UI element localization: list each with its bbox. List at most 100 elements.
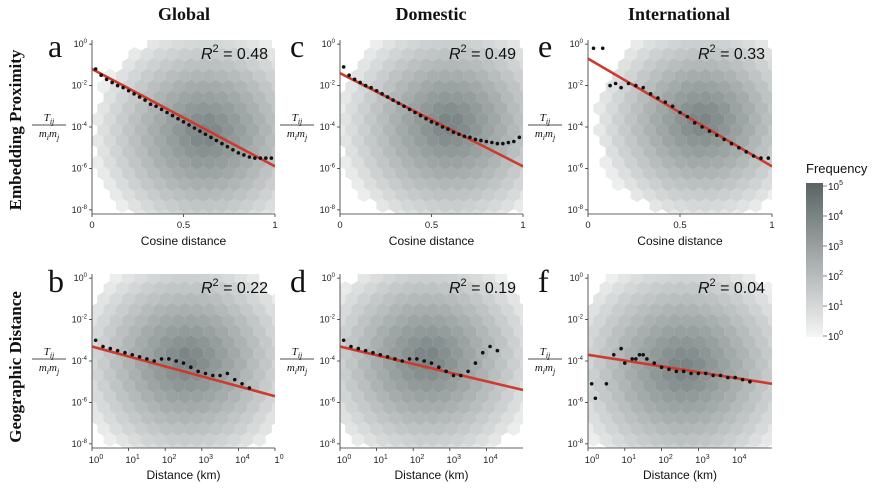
hexbin-cell bbox=[241, 26, 254, 40]
hexbin-cell bbox=[724, 260, 737, 274]
hexbin-cell bbox=[749, 176, 762, 192]
hexbin-cell bbox=[649, 26, 662, 40]
hexbin-cell bbox=[767, 336, 772, 349]
hexbin-cell bbox=[693, 378, 706, 393]
hexbin-cell bbox=[699, 198, 712, 213]
x-tick-label: 0 bbox=[89, 220, 94, 231]
hexbin-cell bbox=[215, 367, 229, 382]
hexbin-cell bbox=[259, 166, 272, 181]
hexbin-cell bbox=[92, 389, 104, 404]
hexbin-cell bbox=[246, 58, 260, 73]
hexbin-cell bbox=[184, 144, 197, 159]
y-tick-label: 10-2 bbox=[568, 81, 584, 91]
data-point bbox=[356, 346, 361, 351]
x-tick-label: 0 bbox=[585, 220, 590, 231]
hexbin-cell bbox=[680, 101, 693, 116]
hexbin-cell bbox=[134, 79, 148, 94]
hexbin-cell bbox=[718, 101, 731, 116]
hexbin-cell bbox=[470, 209, 483, 214]
hexbin-cell bbox=[395, 58, 408, 73]
hexbin-cell bbox=[265, 302, 275, 318]
hexbin-cell bbox=[636, 281, 650, 296]
hexbin-cell bbox=[197, 274, 210, 285]
hexbin-cell bbox=[401, 26, 414, 40]
data-point bbox=[385, 355, 390, 359]
data-point bbox=[192, 126, 197, 130]
hexbin-cell bbox=[649, 198, 662, 213]
hexbin-cell bbox=[134, 144, 148, 159]
hexbin-cell bbox=[451, 432, 464, 447]
hexbin-cell bbox=[357, 335, 371, 350]
x-tick-label: 0.5 bbox=[425, 220, 438, 231]
hexbin-cell bbox=[612, 155, 625, 170]
hexbin-cell bbox=[451, 112, 464, 127]
hexbin-cell bbox=[376, 68, 389, 84]
hexbin-cell bbox=[172, 40, 185, 51]
hexbin-cell bbox=[507, 144, 520, 159]
hexbin-cell bbox=[736, 198, 750, 213]
hexbin-cell bbox=[103, 324, 116, 339]
hexbin-cell bbox=[724, 389, 737, 404]
hexbin-cell bbox=[432, 40, 445, 51]
hexbin-cell bbox=[116, 389, 129, 404]
hexbin-cell bbox=[755, 40, 768, 51]
hexbin-cell bbox=[382, 356, 396, 372]
hexbin-cell bbox=[636, 302, 650, 318]
data-point bbox=[407, 107, 412, 112]
hexbin-cell bbox=[388, 47, 402, 62]
hexbin-cell bbox=[253, 367, 266, 382]
hexbin-cell bbox=[128, 198, 141, 213]
hexbin-cell bbox=[122, 421, 135, 436]
y-label-numerator: Tij bbox=[44, 346, 55, 360]
hexbin-cell bbox=[215, 112, 229, 127]
y-tick-label: 10-6 bbox=[72, 397, 88, 407]
hexbin-cell bbox=[767, 102, 772, 115]
hexbin-cell bbox=[92, 378, 98, 393]
data-point bbox=[707, 129, 712, 133]
hexbin-cell bbox=[401, 90, 414, 105]
data-point bbox=[187, 123, 191, 127]
hexbin-cell bbox=[674, 68, 687, 84]
hexbin-cell bbox=[203, 324, 216, 339]
y-tick-label: 10-6 bbox=[568, 163, 584, 173]
hexbin-cell bbox=[420, 313, 433, 328]
data-point bbox=[692, 121, 697, 125]
data-point bbox=[225, 144, 230, 149]
data-point bbox=[363, 83, 368, 88]
hexbin-cell bbox=[655, 58, 669, 73]
hexbin-cell bbox=[662, 260, 674, 274]
hexbin-cell bbox=[519, 401, 523, 413]
hexbin-cell bbox=[674, 90, 687, 105]
column-title-international: International bbox=[628, 4, 730, 24]
hexbin-cell bbox=[513, 90, 523, 105]
hexbin-cell bbox=[351, 90, 364, 105]
hexbin-cell bbox=[184, 356, 197, 372]
hexbin-cell bbox=[761, 112, 772, 127]
data-point bbox=[652, 361, 657, 365]
hexbin-cell bbox=[612, 432, 625, 447]
data-point bbox=[225, 371, 230, 376]
hexbin-cell bbox=[730, 79, 743, 94]
hexbin-cell bbox=[687, 260, 700, 274]
hexbin-cell bbox=[209, 40, 222, 51]
hexbin-cell bbox=[92, 112, 104, 127]
hexbin-cell bbox=[357, 58, 371, 73]
hexbin-cell bbox=[265, 389, 275, 404]
hexbin-cell bbox=[382, 443, 396, 448]
x-tick-label: 100 bbox=[585, 454, 600, 466]
hexbin-cell bbox=[228, 26, 241, 40]
hexbin-cell bbox=[612, 367, 625, 382]
hexbin-cell bbox=[340, 378, 346, 393]
hexbin-cell bbox=[97, 313, 110, 328]
hexbin-cell bbox=[624, 68, 637, 84]
hexbin-cell bbox=[742, 313, 756, 328]
hexbin-cell bbox=[253, 68, 266, 84]
hexbin-cell bbox=[407, 274, 421, 285]
hexbin-cell bbox=[128, 155, 141, 170]
hexbin-cell bbox=[159, 187, 173, 202]
hexbin-cell bbox=[624, 281, 637, 296]
hexbin-cell bbox=[413, 346, 427, 361]
